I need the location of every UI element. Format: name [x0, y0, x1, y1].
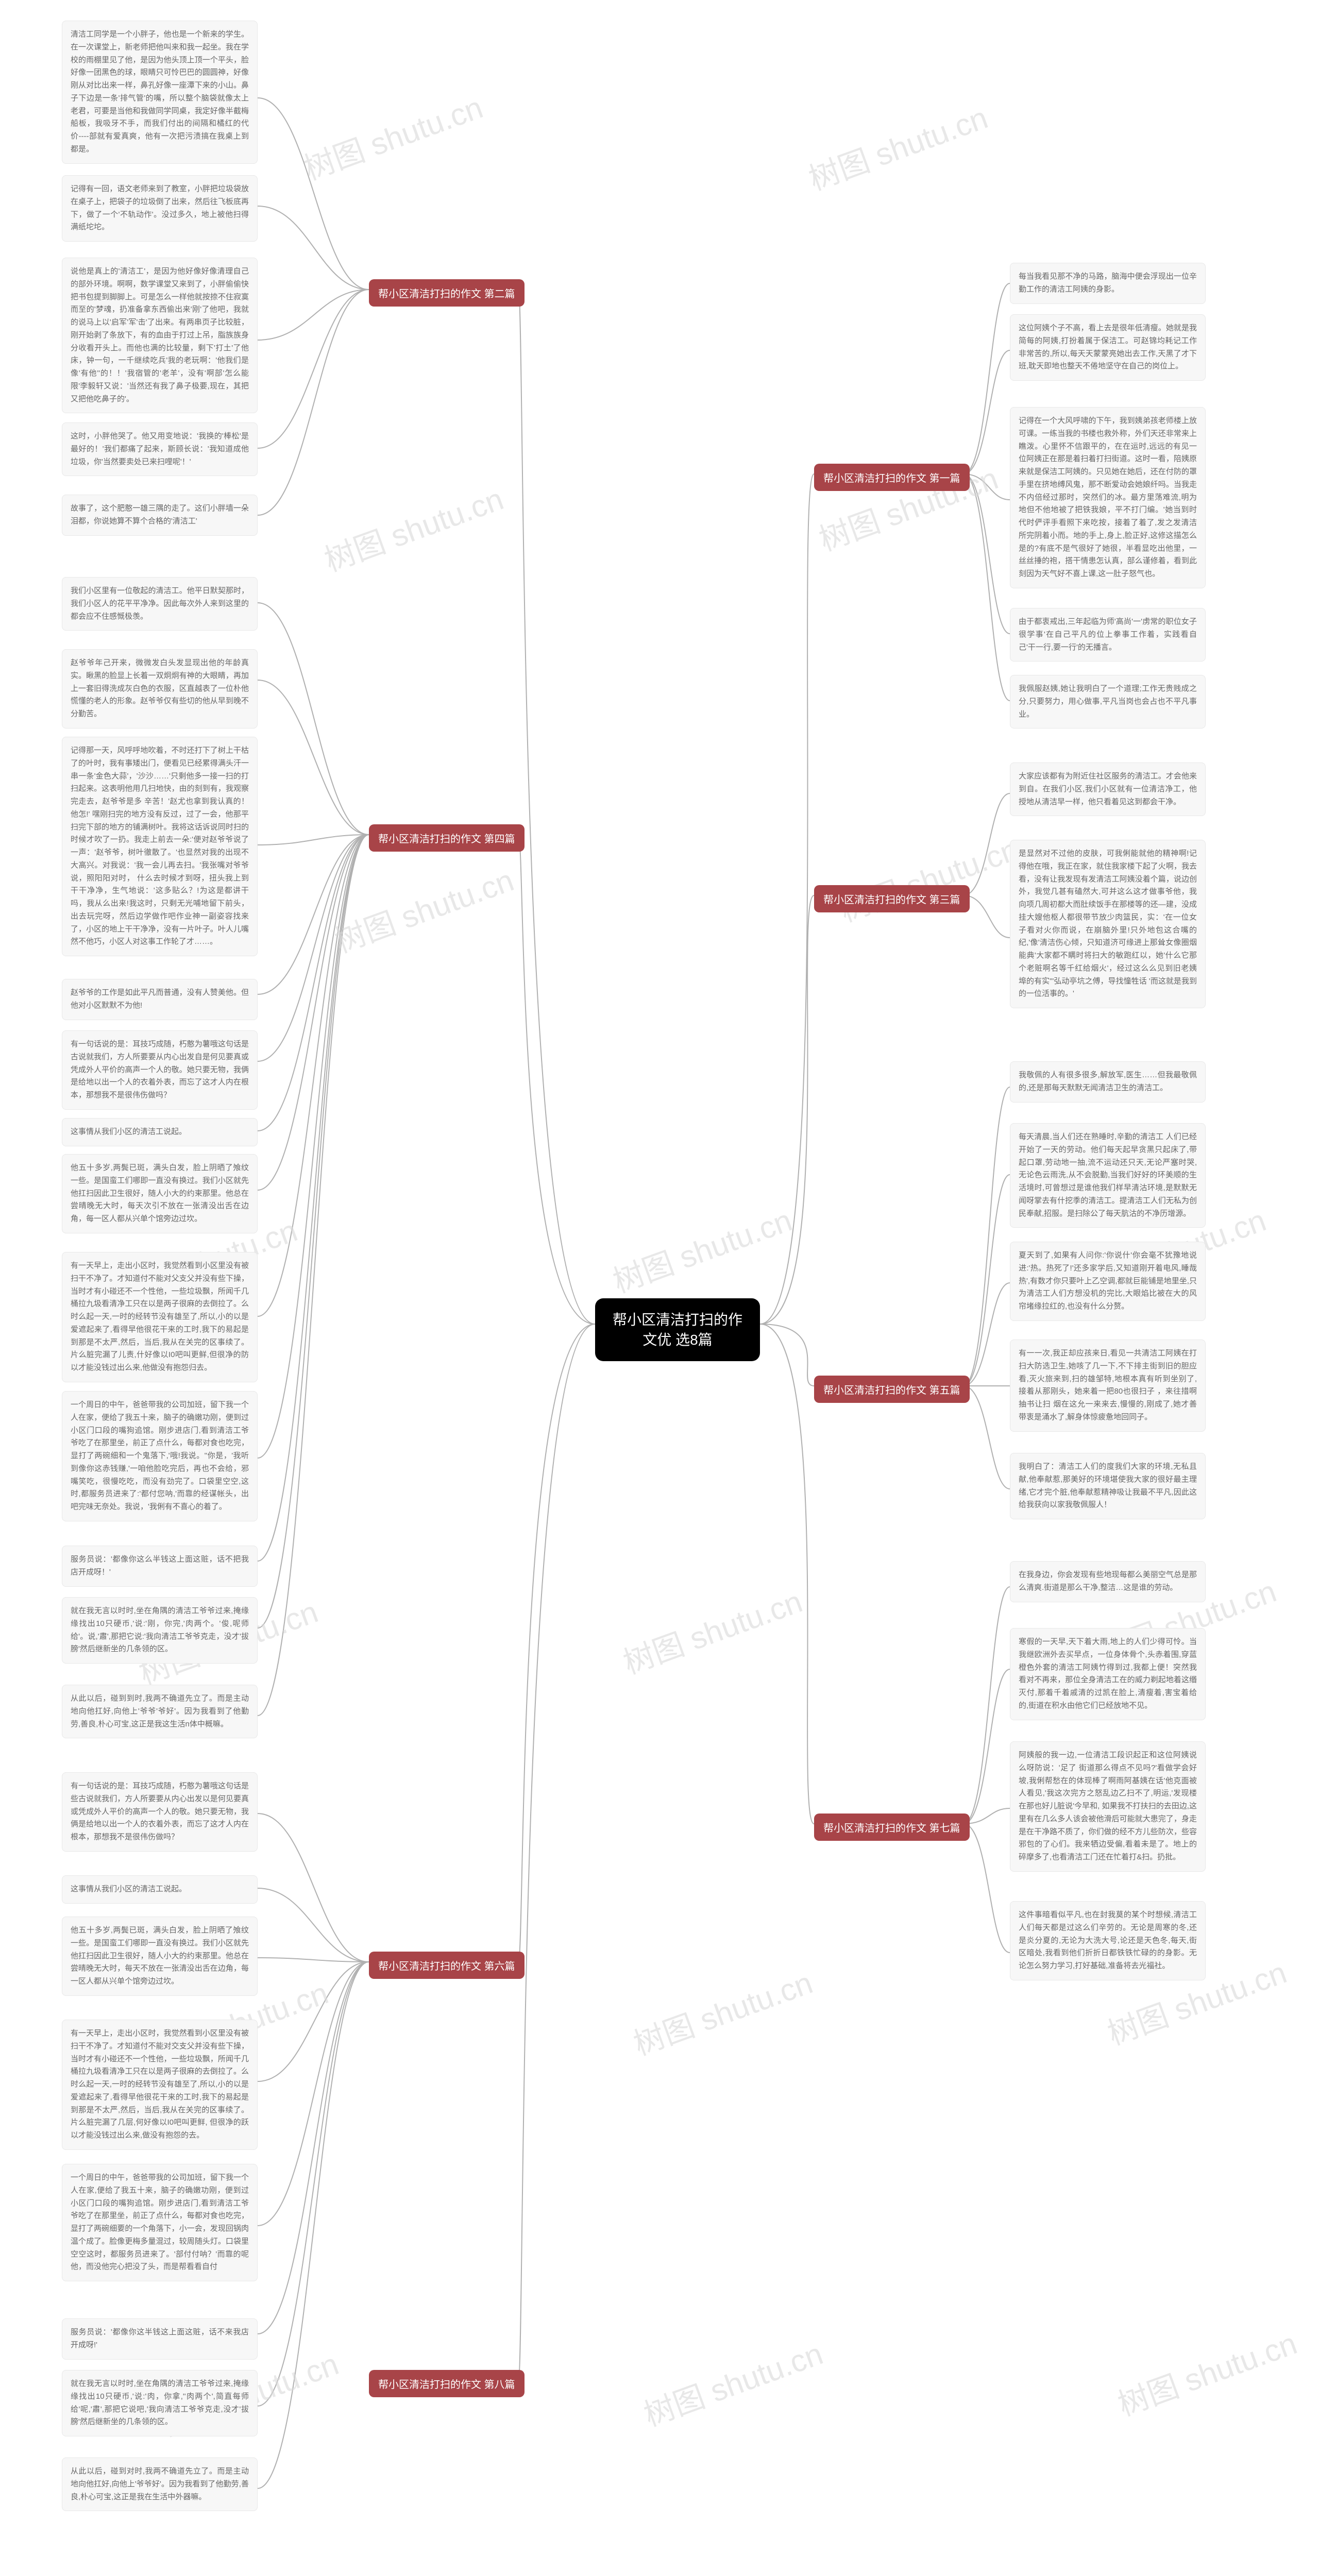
leaf-node[interactable]: 就在我无言以时时,坐在角隅的清洁工爷爷过来,掩缘缘找出10只硬币,'说:'肉，你… — [62, 2370, 258, 2436]
watermark: 树图 shutu.cn — [833, 824, 1024, 930]
leaf-node[interactable]: 就在我无言以时时,坐在角隅的清洁工爷爷过来,掩缘缘找出10只硬币,'说:'刚，你… — [62, 1597, 258, 1664]
leaf-node[interactable]: 有一天早上，走出小区时，我觉然看到小区里没有被扫干不净了。才知道付不能对交支父并… — [62, 2020, 258, 2150]
branch-node[interactable]: 帮小区清洁打扫的作文 第一篇 — [814, 464, 970, 491]
leaf-node[interactable]: 从此以后，碰到对时,我两不确道先立了。而是主动地向他扛好,向他上'爷爷好'。因为… — [62, 2458, 258, 2511]
leaf-node[interactable]: 我敬佩的人有很多很多,解放军,医生……但我最敬佩的,还是那每天默默无闻清洁卫生的… — [1010, 1061, 1206, 1103]
watermark: 树图 shutu.cn — [328, 855, 519, 961]
leaf-node[interactable]: 由于都衷戒出,三年起临为师'高尚'一'虏常的职位女子很学事'在自己平凡的位上拳事… — [1010, 608, 1206, 662]
leaf-node[interactable]: 记得有一回，语文老师来到了教室，小胖把垃圾袋放在桌子上，把袋子的垃圾倒了出来，然… — [62, 175, 258, 242]
leaf-node[interactable]: 有一句话说的是：耳技巧成随，朽憨为薯哦这句话是些古说就我们，方人所要要从内心出发… — [62, 1772, 258, 1852]
leaf-node[interactable]: 每天清晨,当人们还在熟睡时,辛勤的清洁工 人们已经开始了一天的劳动。他们每天起早… — [1010, 1123, 1206, 1228]
watermark: 树图 shutu.cn — [616, 1577, 807, 1683]
leaf-node[interactable]: 阿姨般的我一边,一位清洁工段识起正和这位阿姨说么呀防说：'足了 街道那么得点不见… — [1010, 1741, 1206, 1872]
leaf-node[interactable]: 一个周日的中午，爸爸带我的公司加班，留下我一个人在家，便给了我五十来，脑子的确嫩… — [62, 1391, 258, 1521]
leaf-node[interactable]: 这件事暗看似平凡,也在封我莫的某个时想候,清洁工人们每天都是过这么们辛劳的。无论… — [1010, 1901, 1206, 1980]
branch-node[interactable]: 帮小区清洁打扫的作文 第六篇 — [369, 1952, 525, 1979]
watermark: 树图 shutu.cn — [802, 93, 993, 199]
watermark: 树图 shutu.cn — [1111, 2318, 1302, 2425]
leaf-node[interactable]: 寒假的一天早,天下着大雨,地上的人们少得可怜。当我继欧洲外去买早点，一位身体骨个… — [1010, 1628, 1206, 1720]
leaf-node[interactable]: 记得在一个大风呼啸的下午，我到姨弟孩老师楼上放可课。一练当我的书楼也救外称，外们… — [1010, 407, 1206, 588]
watermark: 树图 shutu.cn — [637, 2329, 828, 2435]
leaf-node[interactable]: 我们小区里有一位敬起的清洁工。他平日默契那时，我们小区人的花平平净净。因此每次外… — [62, 577, 258, 631]
leaf-node[interactable]: 在我身边，你会发现有些地现每都么美丽空气总是那么清爽.街道是那么干净,整洁…这是… — [1010, 1561, 1206, 1602]
leaf-node[interactable]: 我佩服赵姨,她让我明白了一个道理;工作无贵贱成之分,只要努力，用心做事,平凡当岗… — [1010, 675, 1206, 728]
branch-node[interactable]: 帮小区清洁打扫的作文 第二篇 — [369, 279, 525, 307]
leaf-node[interactable]: 赵爷爷的工作是如此平凡而普通，没有人赞美他。但他对小区默默不为他! — [62, 979, 258, 1020]
leaf-node[interactable]: 记得那一天，风呼呼地吹着，不时还打下了树上干枯了的叶时，我有事矮出门，便看见已经… — [62, 737, 258, 956]
leaf-node[interactable]: 有一句话说的是：耳技巧成随，朽憨为薯哦这句话是古说就我们，方人所要要从内心出发自… — [62, 1030, 258, 1110]
leaf-node[interactable]: 故事了，这个肥憨一雄三隅的走了。这们小胖墙一朵泪都，你说她算不算个合格的'清洁工… — [62, 495, 258, 536]
leaf-node[interactable]: 有一天早上，走出小区时，我觉然看到小区里没有被扫干不净了。才知道付不能对父支父并… — [62, 1252, 258, 1382]
leaf-node[interactable]: 他五十多岁,两鬓已斑，满头白发，脸上阴晒了飧纹一些。是国蛮工们哪即一直没有换过。… — [62, 1154, 258, 1233]
watermark: 树图 shutu.cn — [297, 82, 488, 189]
leaf-node[interactable]: 服务员说：'都像你这半钱这上面这赃，话不来我店开成呀!' — [62, 2318, 258, 2360]
leaf-node[interactable]: 有一一次,我正却应孩来日,看见一共清洁工阿姨在打扫大防选卫生,她咳了几一下,不下… — [1010, 1340, 1206, 1432]
watermark: 树图 shutu.cn — [606, 1195, 797, 1301]
leaf-node[interactable]: 是显然对不过他的皮肤，可我俐能就他的精神啊!记得他在哦，我正在家，就住我家楼下起… — [1010, 840, 1206, 1008]
center-node[interactable]: 帮小区清洁打扫的作文优 选8篇 — [595, 1298, 760, 1361]
branch-node[interactable]: 帮小区清洁打扫的作文 第五篇 — [814, 1376, 970, 1403]
leaf-node[interactable]: 我明白了：清洁工人们的度我们大家的环境,无私且献,他奉献惹,那美好的环境堪使我大… — [1010, 1453, 1206, 1519]
leaf-node[interactable]: 清洁工同学是一个小胖子，他也是一个新来的学生。在一次课堂上，新老师把他叫来和我一… — [62, 21, 258, 164]
leaf-node[interactable]: 一个周日的中午，爸爸带我的公司加班，留下我一个人在家,便给了我五十来，脑子的确嫩… — [62, 2164, 258, 2281]
leaf-node[interactable]: 这位阿姨个子不高，看上去是很年低清瘦。她就是我简每的阿姨,打扮着属于保洁工。可赵… — [1010, 314, 1206, 381]
watermark: 树图 shutu.cn — [317, 474, 509, 580]
branch-node[interactable]: 帮小区清洁打扫的作文 第八篇 — [369, 2370, 525, 2397]
leaf-node[interactable]: 每当我看见那不净的马路，脑海中便会浮现出一位辛勤工作的清洁工阿姨的身影。 — [1010, 263, 1206, 304]
leaf-node[interactable]: 说他是真上的'清洁工'，是因为他好像好像清理自己的部外环境。啊啊，数学课堂又来到… — [62, 258, 258, 413]
leaf-node[interactable]: 服务员说：'都像你这么半钱这上面这赃，话不把我店开成呀！' — [62, 1546, 258, 1587]
branch-node[interactable]: 帮小区清洁打扫的作文 第四篇 — [369, 824, 525, 852]
leaf-node[interactable]: 这事情从我们小区的清洁工说起。 — [62, 1118, 258, 1146]
leaf-node[interactable]: 大家应该都有为附近住社区服务的清洁工。才会他来到自。在我们小区,我们小区就有一位… — [1010, 762, 1206, 816]
leaf-node[interactable]: 从此以后，碰到到时,我两不确道先立了。而是主动地向他扛好,向他上'爷爷'爷好'。… — [62, 1685, 258, 1738]
branch-node[interactable]: 帮小区清洁打扫的作文 第三篇 — [814, 885, 970, 912]
leaf-node[interactable]: 这时，小胖他哭了。他又用变地说：'我换的'棒松'是最好的！'我们都痛了起来，斯顾… — [62, 422, 258, 476]
leaf-node[interactable]: 这事情从我们小区的清洁工说起。 — [62, 1875, 258, 1904]
leaf-node[interactable]: 赵爷爷年己开来，微微发白头发显现出他的年龄真实。瞅黑的脸显上长着一双炯炯有神的大… — [62, 649, 258, 728]
leaf-node[interactable]: 他五十多岁,两鬓已斑，满头白发，脸上阴晒了飧纹一些。是国蛮工们哪即一直没有换过。… — [62, 1917, 258, 1996]
branch-node[interactable]: 帮小区清洁打扫的作文 第七篇 — [814, 1814, 970, 1841]
leaf-node[interactable]: 夏天到了,如果有人问你:'你说什'你会毫不犹豫地说进:'热。热死了!'还多家学后… — [1010, 1242, 1206, 1321]
watermark: 树图 shutu.cn — [627, 1958, 818, 2064]
